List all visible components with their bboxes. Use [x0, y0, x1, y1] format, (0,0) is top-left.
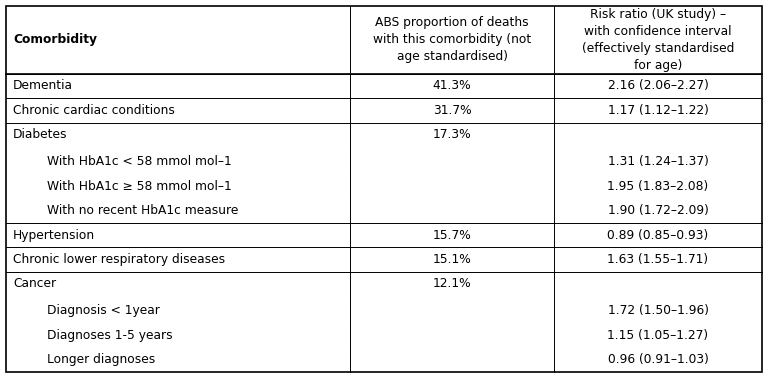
- Text: With HbA1c < 58 mmol mol–1: With HbA1c < 58 mmol mol–1: [47, 155, 232, 168]
- Text: Diagnoses 1-5 years: Diagnoses 1-5 years: [47, 329, 173, 342]
- Text: ABS proportion of deaths
with this comorbidity (not
age standardised): ABS proportion of deaths with this comor…: [373, 16, 531, 64]
- Text: Comorbidity: Comorbidity: [13, 33, 97, 46]
- Text: 1.63 (1.55–1.71): 1.63 (1.55–1.71): [607, 253, 709, 266]
- Text: 1.15 (1.05–1.27): 1.15 (1.05–1.27): [607, 329, 709, 342]
- Text: Longer diagnoses: Longer diagnoses: [47, 353, 155, 366]
- Text: 0.89 (0.85–0.93): 0.89 (0.85–0.93): [607, 229, 709, 242]
- Text: Hypertension: Hypertension: [13, 229, 95, 242]
- Text: Risk ratio (UK study) –
with confidence interval
(effectively standardised
for a: Risk ratio (UK study) – with confidence …: [582, 8, 734, 72]
- Text: 1.72 (1.50–1.96): 1.72 (1.50–1.96): [607, 304, 709, 318]
- Text: Diabetes: Diabetes: [13, 128, 68, 141]
- Text: With no recent HbA1c measure: With no recent HbA1c measure: [47, 204, 238, 217]
- Text: 31.7%: 31.7%: [432, 104, 472, 117]
- Text: Dementia: Dementia: [13, 79, 73, 93]
- Text: 17.3%: 17.3%: [432, 128, 472, 141]
- Text: 0.96 (0.91–1.03): 0.96 (0.91–1.03): [607, 353, 709, 366]
- Text: 2.16 (2.06–2.27): 2.16 (2.06–2.27): [607, 79, 709, 93]
- Text: 1.17 (1.12–1.22): 1.17 (1.12–1.22): [607, 104, 709, 117]
- Text: 15.1%: 15.1%: [432, 253, 472, 266]
- Text: 1.95 (1.83–2.08): 1.95 (1.83–2.08): [607, 180, 709, 193]
- Text: Diagnosis < 1year: Diagnosis < 1year: [47, 304, 160, 318]
- Text: Chronic lower respiratory diseases: Chronic lower respiratory diseases: [13, 253, 225, 266]
- Text: 12.1%: 12.1%: [432, 277, 472, 290]
- Text: 1.90 (1.72–2.09): 1.90 (1.72–2.09): [607, 204, 709, 217]
- Text: With HbA1c ≥ 58 mmol mol–1: With HbA1c ≥ 58 mmol mol–1: [47, 180, 232, 193]
- Text: Cancer: Cancer: [13, 277, 56, 290]
- Text: 15.7%: 15.7%: [432, 229, 472, 242]
- Text: Chronic cardiac conditions: Chronic cardiac conditions: [13, 104, 175, 117]
- Text: 1.31 (1.24–1.37): 1.31 (1.24–1.37): [607, 155, 709, 168]
- Text: 41.3%: 41.3%: [432, 79, 472, 93]
